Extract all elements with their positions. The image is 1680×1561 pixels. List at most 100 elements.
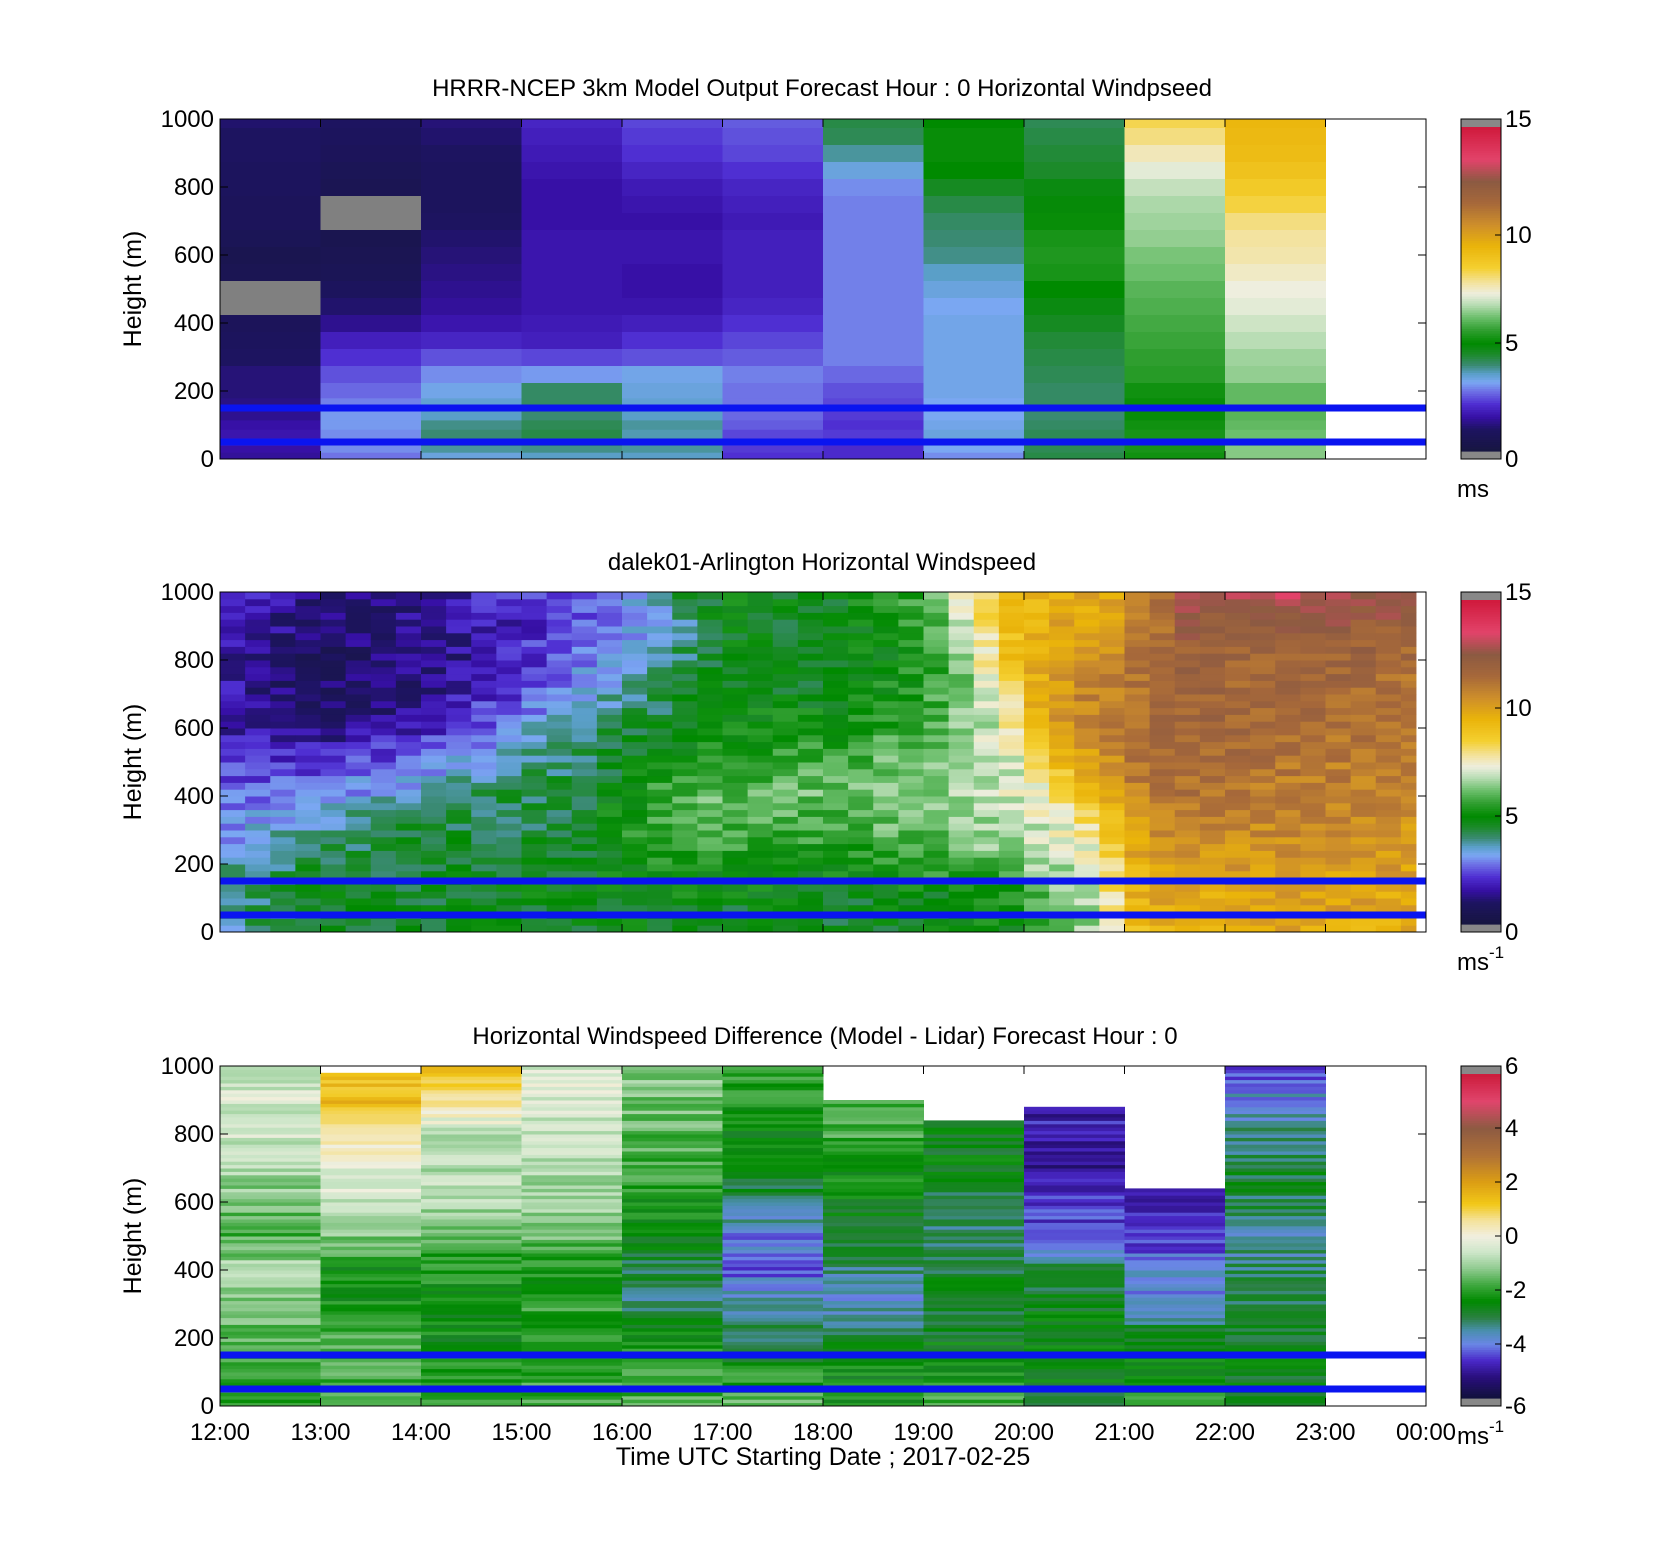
- heatmap-cell: [1149, 789, 1176, 797]
- heatmap-cell: [521, 1134, 623, 1138]
- heatmap-cell: [546, 918, 573, 926]
- colorbar-swatch: [1461, 1282, 1501, 1286]
- colorbar-unit: ms: [1457, 476, 1489, 503]
- heatmap-cell: [295, 687, 321, 695]
- heatmap-cell: [1325, 918, 1352, 926]
- heatmap-cell: [295, 612, 321, 620]
- heatmap-cell: [571, 789, 598, 797]
- heatmap-cell: [1124, 592, 1151, 600]
- heatmap-cell: [647, 809, 673, 817]
- heatmap-cell: [370, 762, 397, 770]
- heatmap-cell: [521, 1402, 623, 1407]
- heatmap-cell: [722, 768, 749, 777]
- colorbar-swatch: [1461, 708, 1501, 712]
- heatmap-cell: [1074, 639, 1100, 647]
- heatmap-cell: [1400, 904, 1417, 913]
- heatmap-cell: [772, 796, 799, 804]
- colorbar-swatch: [1461, 1367, 1501, 1371]
- colorbar-swatch: [1461, 720, 1501, 724]
- heatmap-cell: [1375, 605, 1402, 613]
- heatmap-cell: [1074, 796, 1100, 804]
- colorbar-swatch: [1461, 683, 1501, 687]
- heatmap-cell: [973, 592, 1000, 600]
- colorbar-swatch: [1461, 1117, 1501, 1121]
- colorbar-swatch: [1461, 1164, 1501, 1168]
- heatmap-cell: [923, 1314, 1025, 1319]
- heatmap-cell: [1074, 843, 1100, 851]
- heatmap-cell: [220, 1229, 321, 1234]
- heatmap-cell: [496, 598, 522, 607]
- heatmap-cell: [873, 626, 899, 634]
- heatmap-cell: [245, 605, 271, 613]
- heatmap-cell: [446, 639, 472, 647]
- heatmap-cell: [1174, 687, 1201, 695]
- heatmap-cell: [622, 1222, 723, 1227]
- heatmap-cell: [622, 1185, 723, 1189]
- heatmap-cell: [1124, 127, 1226, 145]
- heatmap-cell: [1099, 918, 1125, 926]
- heatmap-cell: [722, 331, 824, 349]
- heatmap-cell: [1124, 1222, 1226, 1227]
- heatmap-cell: [823, 1382, 924, 1387]
- heatmap-cell: [295, 741, 321, 749]
- heatmap-cell: [421, 836, 447, 845]
- heatmap-cell: [1325, 857, 1352, 865]
- heatmap-cell: [622, 1086, 723, 1091]
- heatmap-cell: [1124, 1300, 1226, 1305]
- heatmap-cell: [1250, 700, 1276, 709]
- heatmap-cell: [1049, 768, 1075, 777]
- heatmap-cell: [295, 748, 321, 756]
- heatmap-cell: [220, 850, 246, 858]
- colorbar-swatch: [1461, 856, 1501, 860]
- heatmap-cell: [1225, 1341, 1326, 1346]
- heatmap-cell: [1124, 1253, 1226, 1257]
- heatmap-cell: [295, 755, 321, 763]
- heatmap-cell: [747, 857, 774, 865]
- heatmap-cell: [1325, 823, 1352, 831]
- heatmap-cell: [848, 632, 874, 641]
- heatmap-cell: [395, 762, 422, 770]
- heatmap-cell: [747, 884, 774, 892]
- heatmap-cell: [722, 1382, 824, 1387]
- heatmap-cell: [923, 409, 1025, 421]
- heatmap-cell: [521, 789, 548, 797]
- heatmap-cell: [421, 1198, 522, 1203]
- heatmap-cell: [823, 857, 849, 865]
- heatmap-cell: [823, 1110, 924, 1115]
- colorbar-swatch: [1461, 1076, 1501, 1080]
- heatmap-cell: [923, 1246, 1025, 1251]
- heatmap-cell: [1024, 1310, 1125, 1315]
- chart-title: Horizontal Windspeed Difference (Model -…: [472, 1023, 1177, 1050]
- heatmap-cell: [245, 612, 271, 620]
- heatmap-cell: [1350, 802, 1377, 811]
- heatmap-cell: [1225, 857, 1251, 865]
- heatmap-cell: [647, 836, 673, 845]
- heatmap-cell: [647, 884, 673, 892]
- heatmap-cell: [1225, 1402, 1326, 1407]
- heatmap-cell: [1024, 605, 1050, 613]
- heatmap-cell: [1225, 707, 1251, 715]
- heatmap-cell: [722, 1287, 824, 1291]
- heatmap-cell: [1225, 452, 1326, 460]
- heatmap-cell: [898, 802, 924, 811]
- heatmap-cell: [647, 823, 673, 831]
- heatmap-cell: [596, 687, 623, 695]
- heatmap-cell: [220, 445, 321, 453]
- heatmap-cell: [320, 728, 347, 736]
- heatmap-cell: [220, 452, 321, 460]
- heatmap-cell: [421, 1236, 522, 1240]
- heatmap-cell: [823, 789, 849, 797]
- heatmap-cell: [320, 918, 347, 926]
- heatmap-cell: [823, 680, 849, 688]
- heatmap-cell: [622, 1253, 723, 1257]
- heatmap-cell: [220, 796, 246, 804]
- heatmap-cell: [521, 1365, 623, 1370]
- heatmap-cell: [1225, 904, 1251, 913]
- heatmap-cell: [1049, 836, 1075, 845]
- heatmap-cell: [1300, 891, 1326, 899]
- heatmap-cell: [1024, 1188, 1125, 1193]
- x-tick-label: 23:00: [1295, 1419, 1355, 1446]
- heatmap-cell: [873, 734, 899, 743]
- heatmap-cell: [873, 605, 899, 613]
- heatmap-cell: [345, 898, 372, 906]
